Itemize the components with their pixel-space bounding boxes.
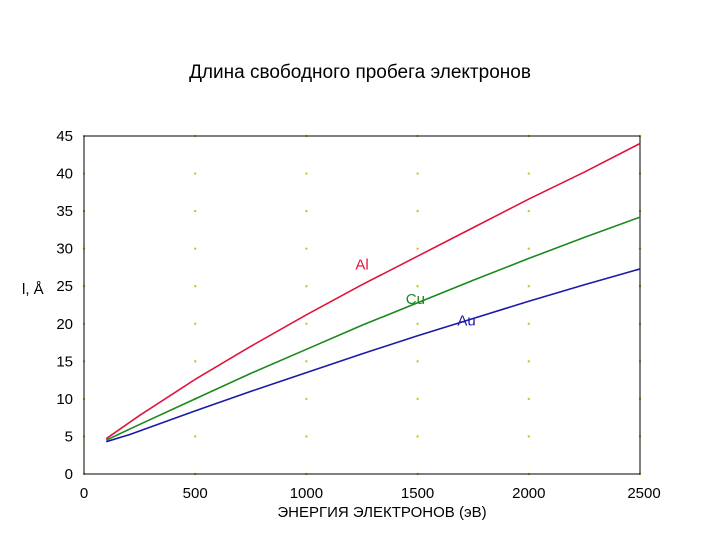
grid-dot-2-6	[305, 247, 307, 249]
grid-dot-1-3	[194, 360, 196, 362]
y-tick-5: 5	[65, 428, 73, 445]
x-tick-2500: 2500	[627, 485, 660, 502]
plot-frame	[84, 136, 640, 474]
grid-dot-3-7	[416, 210, 418, 212]
series-label-au: Au	[457, 312, 475, 329]
grid-dot-1-7	[194, 210, 196, 212]
y-tick-labels: 0 5 10 15 20 25 30 35 40 45	[56, 128, 73, 483]
y-tick-20: 20	[56, 316, 73, 333]
grid-dot-3-2	[416, 398, 418, 400]
y-tick-30: 30	[56, 241, 73, 258]
grid-dot-1-4	[194, 323, 196, 325]
grid-dot-4-2	[528, 398, 530, 400]
grid-dot-4-8	[528, 172, 530, 174]
y-tick-35: 35	[56, 203, 73, 220]
y-tick-40: 40	[56, 166, 73, 183]
grid-dot-2-1	[305, 435, 307, 437]
y-tick-15: 15	[56, 353, 73, 370]
grid-dot-3-3	[416, 360, 418, 362]
chart-title: Длина свободного пробега электронов	[189, 62, 531, 83]
grid-dot-4-3	[528, 360, 530, 362]
grid-dot-2-8	[305, 172, 307, 174]
series-labels: Al Cu Au	[355, 257, 475, 330]
x-tick-1000: 1000	[290, 485, 323, 502]
grid-dot-2-4	[305, 323, 307, 325]
y-tick-10: 10	[56, 391, 73, 408]
grid-dot-4-4	[528, 323, 530, 325]
grid-dot-4-7	[528, 210, 530, 212]
series-label-cu: Cu	[406, 291, 425, 308]
grid-dot-2-2	[305, 398, 307, 400]
series-lines	[106, 144, 640, 442]
x-tick-1500: 1500	[401, 485, 434, 502]
grid-dot-2-3	[305, 360, 307, 362]
grid-dot-4-6	[528, 247, 530, 249]
grid-dot-1-1	[194, 435, 196, 437]
grid-dot-3-6	[416, 247, 418, 249]
series-line-cu	[106, 217, 640, 440]
grid-dot-1-5	[194, 285, 196, 287]
series-label-al: Al	[355, 257, 368, 274]
y-tick-25: 25	[56, 278, 73, 295]
x-tick-2000: 2000	[512, 485, 545, 502]
x-tick-0: 0	[80, 485, 88, 502]
grid-dot-3-8	[416, 172, 418, 174]
x-tick-labels: 0 500 1000 1500 2000 2500	[80, 485, 661, 502]
x-tick-500: 500	[183, 485, 208, 502]
y-axis-label: l, Å	[22, 281, 44, 298]
grid-dot-4-1	[528, 435, 530, 437]
series-line-au	[106, 269, 640, 442]
grid-dot-1-8	[194, 172, 196, 174]
y-tick-0: 0	[65, 466, 73, 483]
series-line-al	[106, 144, 640, 439]
x-axis-label: ЭНЕРГИЯ ЭЛЕКТРОНОВ (эВ)	[277, 504, 486, 521]
grid-dot-1-6	[194, 247, 196, 249]
y-tick-45: 45	[56, 128, 73, 145]
grid-dot-2-7	[305, 210, 307, 212]
grid-dot-3-1	[416, 435, 418, 437]
grid-dot-3-5	[416, 285, 418, 287]
grid-dot-2-5	[305, 285, 307, 287]
grid-dot-4-5	[528, 285, 530, 287]
grid-dot-3-4	[416, 323, 418, 325]
